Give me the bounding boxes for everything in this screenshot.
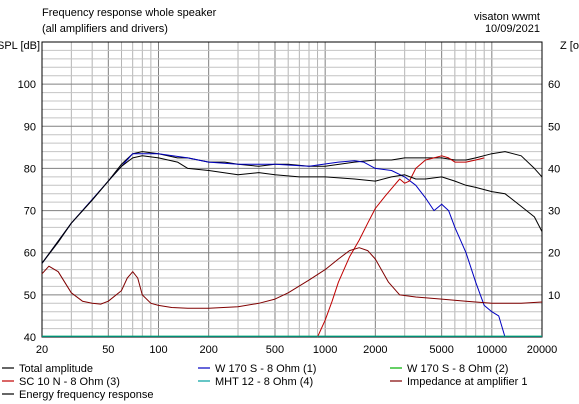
legend-label: W 170 S - 8 Ohm (2) xyxy=(407,363,508,375)
chart-title: Frequency response whole speaker xyxy=(42,7,217,19)
x-tick-label: 10000 xyxy=(477,344,508,356)
x-tick-label: 5000 xyxy=(429,344,453,356)
brand-label: visaton wwmt xyxy=(474,11,540,23)
legend-label: MHT 12 - 8 Ohm (4) xyxy=(215,376,313,388)
series-lines xyxy=(41,151,543,338)
y2-tick-label: 20 xyxy=(548,248,560,260)
y-tick-label: 100 xyxy=(18,79,36,91)
chart-subtitle: (all amplifiers and drivers) xyxy=(42,23,168,35)
x-tick-label: 2000 xyxy=(363,344,387,356)
y2-tick-label: 60 xyxy=(548,79,560,91)
legend: Total amplitude W 170 S - 8 Ohm (1) W 170 … xyxy=(2,363,527,401)
y2-tick-label: 50 xyxy=(548,121,560,133)
x-tick-label: 20 xyxy=(36,344,48,356)
x-tick-label: 20000 xyxy=(527,344,558,356)
y2-tick-label: 40 xyxy=(548,163,560,175)
series-line-total-amplitude xyxy=(41,151,543,264)
legend-label: Energy frequency response xyxy=(19,389,154,401)
legend-label: SC 10 N - 8 Ohm (3) xyxy=(19,376,120,388)
y2-tick-label: 10 xyxy=(548,290,560,302)
y-tick-label: 50 xyxy=(24,290,36,302)
y-tick-label: 70 xyxy=(24,206,36,218)
legend-label: Total amplitude xyxy=(19,363,93,375)
legend-label: Impedance at amplifier 1 xyxy=(407,376,527,388)
y2-tick-label: 30 xyxy=(548,206,560,218)
date-label: 10/09/2021 xyxy=(485,23,540,35)
y-tick-label-bottom: 40 xyxy=(24,332,36,344)
chart-grid xyxy=(41,42,543,337)
series-line-sc-10-n-8-ohm-3 xyxy=(317,155,485,338)
y-tick-label: 60 xyxy=(24,248,36,260)
y2-axis-label: Z [ohm] xyxy=(560,40,579,52)
series-line-w-170-s-8-ohm-1 xyxy=(41,153,506,338)
y-tick-label: 90 xyxy=(24,121,36,133)
axis-ticks: 20 50 100 200 500 1000 2000 5000 10000 20000 50 60 7… xyxy=(18,79,561,356)
y-axis-label: SPL [dB] xyxy=(0,40,40,52)
series-line-energy-frequency-response xyxy=(41,155,543,264)
x-tick-label: 200 xyxy=(199,344,217,356)
legend-label: W 170 S - 8 Ohm (1) xyxy=(215,363,316,375)
x-tick-label: 500 xyxy=(266,344,284,356)
plot-frame xyxy=(41,41,543,338)
series-line-impedance-at-amplifier-1 xyxy=(41,247,543,309)
y-tick-label: 80 xyxy=(24,163,36,175)
x-tick-label: 100 xyxy=(149,344,167,356)
x-tick-label: 1000 xyxy=(313,344,337,356)
x-tick-label: 50 xyxy=(102,344,114,356)
